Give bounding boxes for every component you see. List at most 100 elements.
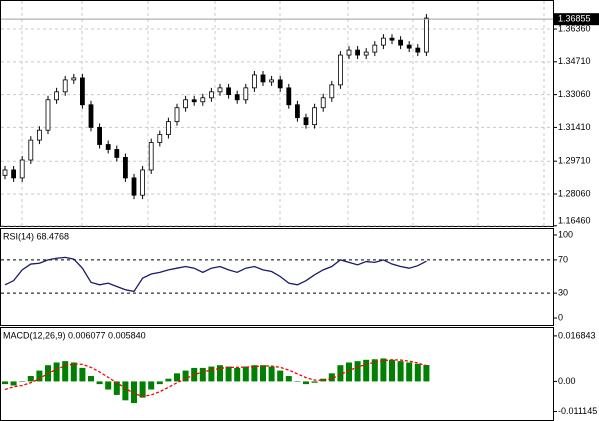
candle-body xyxy=(277,79,283,89)
candle-body xyxy=(251,74,257,89)
candle-body xyxy=(11,169,17,179)
candle-body xyxy=(37,129,42,141)
candle-body xyxy=(140,169,146,196)
histogram-bar xyxy=(131,381,137,404)
candle-body xyxy=(406,44,412,49)
histogram-bar xyxy=(53,362,60,382)
candle-body xyxy=(355,49,361,56)
histogram-bar xyxy=(337,365,344,382)
histogram-bar xyxy=(113,381,120,395)
candle-body xyxy=(217,87,223,93)
histogram-bar xyxy=(397,361,404,382)
candle-body xyxy=(312,107,318,126)
histogram-bar xyxy=(79,367,86,382)
candle-body xyxy=(243,87,249,101)
candle-body xyxy=(123,157,128,179)
y-tick-label: 1.29710 xyxy=(558,156,591,166)
candle-body xyxy=(423,17,429,53)
candle-body xyxy=(294,104,300,119)
candle-body xyxy=(269,79,275,83)
candle-body xyxy=(320,97,326,109)
candle-body xyxy=(97,127,102,145)
histogram-bar xyxy=(139,381,146,398)
candle-body xyxy=(200,97,206,103)
candle-body xyxy=(54,91,59,101)
candle-body xyxy=(45,99,51,131)
candle-body xyxy=(2,169,8,176)
candle-body xyxy=(157,134,163,143)
y-tick-label: 0.016843 xyxy=(558,330,596,340)
candle-body xyxy=(148,142,154,171)
histogram-bar xyxy=(260,365,266,382)
candle-body xyxy=(80,77,85,106)
histogram-bar xyxy=(88,376,94,382)
y-tick-label: 1.28060 xyxy=(558,188,591,198)
histogram-bar xyxy=(156,381,163,385)
y-tick-label: 1.36360 xyxy=(558,23,591,33)
y-tick-label: 1.34710 xyxy=(558,56,591,66)
histogram-bar xyxy=(70,362,77,382)
y-tick-label: 1.31410 xyxy=(558,122,591,132)
histogram-bar xyxy=(354,361,361,382)
histogram-bar xyxy=(96,381,103,385)
histogram-bar xyxy=(199,367,206,382)
candle-body xyxy=(71,77,77,81)
candle-body xyxy=(260,74,266,83)
y-tick-label: 30 xyxy=(558,287,568,297)
histogram-bar xyxy=(148,381,155,390)
candle-body xyxy=(226,87,232,96)
candle-body xyxy=(88,104,94,128)
histogram-bar xyxy=(294,381,301,382)
candle-body xyxy=(329,84,335,99)
candle-body xyxy=(28,139,34,161)
histogram-bar xyxy=(208,366,215,382)
panel-frame xyxy=(0,0,554,227)
y-tick-label: 0.00 xyxy=(558,376,576,386)
histogram-bar xyxy=(165,378,172,382)
y-tick-label: 100 xyxy=(558,229,573,239)
candle-body xyxy=(398,39,404,46)
candle-body xyxy=(346,49,352,56)
histogram-bar xyxy=(182,370,189,382)
candle-body xyxy=(372,44,378,53)
candle-body xyxy=(380,37,386,46)
histogram-bar xyxy=(251,365,258,382)
histogram-bar xyxy=(36,370,43,382)
histogram-bar xyxy=(242,366,249,382)
candle-body xyxy=(363,51,369,56)
line xyxy=(4,359,427,397)
candle-body xyxy=(165,121,171,135)
histogram-bar xyxy=(320,378,327,382)
candle-body xyxy=(286,87,292,106)
histogram-bar xyxy=(19,381,26,382)
histogram-bar xyxy=(363,359,370,382)
candle-body xyxy=(183,99,189,109)
candle-body xyxy=(234,94,240,101)
y-tick-label: -0.011145 xyxy=(558,406,597,416)
histogram-bar xyxy=(62,361,69,382)
candle-body xyxy=(303,117,309,126)
current-price-label: 1.36855 xyxy=(558,14,591,24)
current-price-box xyxy=(554,13,599,26)
candle-body xyxy=(337,54,343,86)
histogram-bar xyxy=(217,365,223,382)
histogram-bar xyxy=(371,359,378,382)
histogram-bar xyxy=(311,381,318,383)
panel-frame xyxy=(0,228,554,326)
histogram-bar xyxy=(406,362,413,382)
histogram-bar xyxy=(285,376,292,382)
histogram-bar xyxy=(27,376,34,382)
histogram-bar xyxy=(174,373,180,382)
candle-body xyxy=(105,144,111,150)
histogram-bar xyxy=(277,370,284,382)
line xyxy=(4,256,427,293)
candle-body xyxy=(131,177,137,196)
candle-body xyxy=(19,159,25,179)
candle-body xyxy=(208,91,214,99)
panel-title: RSI(14) 68.4768 xyxy=(3,231,69,241)
histogram-bar xyxy=(303,381,309,385)
candle-body xyxy=(389,37,395,41)
candle-body xyxy=(114,149,120,158)
y-tick-label: 1.33060 xyxy=(558,89,591,99)
